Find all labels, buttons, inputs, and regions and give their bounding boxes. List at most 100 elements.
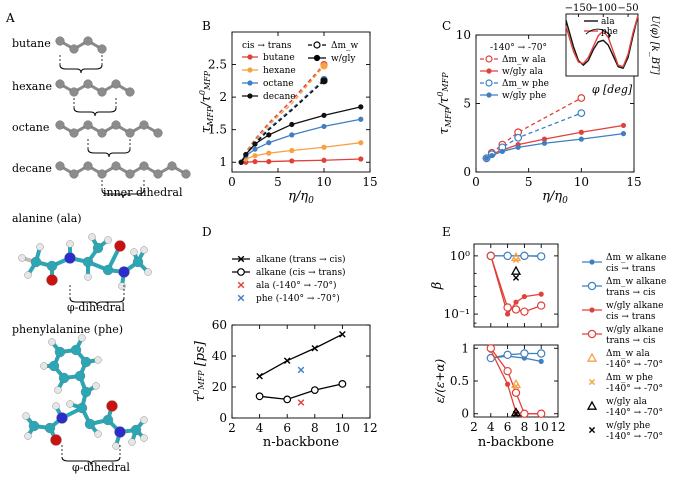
molecule-atom (56, 412, 68, 424)
phi-dihedral-label-phe: φ-dihedral (72, 461, 130, 474)
dashed-point-hexane (320, 62, 328, 70)
series-decane (240, 106, 361, 163)
dashed-point-decane (320, 77, 328, 85)
carbon-atom (97, 44, 107, 54)
panel-label-b: B (202, 19, 211, 33)
point-hexane (266, 150, 272, 156)
bottom-point-mw_tc (537, 349, 546, 358)
molecule-atom (92, 382, 100, 390)
point-w/gly ala (578, 129, 584, 135)
x-axis-c-tick-label: 0 (472, 175, 480, 189)
series-alkane (trans → cis) (259, 333, 343, 377)
top-point-gly_tc (511, 305, 521, 314)
legend-label-mw_tc-sub: trans → cis (606, 288, 656, 298)
y-axis-title-d-part: 0 (192, 390, 201, 395)
top-point-mw_phe-stroke (512, 256, 520, 264)
molecule-atom (92, 242, 104, 254)
molecule-atom (66, 400, 74, 408)
y-axis-e-top-tick-label: 10⁻¹ (444, 307, 470, 321)
dihedral-guide (87, 139, 131, 149)
dihedral-brace (69, 297, 125, 307)
point-alkane (trans → cis)-stroke (256, 372, 263, 380)
top-point-gly_ct (521, 293, 528, 300)
bottom-point-mw_phe (512, 383, 520, 390)
legend-label-gly_tc: w/gly alkane (606, 325, 664, 335)
carbon-atom (83, 79, 93, 89)
legend-label-gly_phe-sub: -140° → -70° (606, 432, 663, 442)
molecule-atom (76, 402, 88, 414)
molecule-atom (140, 434, 148, 442)
y-axis-c-tick-label: 10 (456, 28, 471, 42)
carbon-atom (83, 120, 93, 130)
legend-marker-phe (-140° → -70°)-stroke (237, 294, 245, 302)
legend-marker-gly_phe (588, 426, 596, 434)
legend-marker-ala (-140° → -70°)-stroke (237, 281, 245, 289)
point-alkane (cis → trans) (338, 380, 347, 388)
x-axis-d-tick-label: 2 (228, 421, 236, 435)
legend-label-gly_phe: w/gly phe (606, 421, 650, 431)
legend-dot-decane (247, 93, 253, 99)
legend-marker-gly_phe-stroke (588, 426, 596, 434)
molecule-atom (50, 434, 62, 446)
point-octane (358, 116, 364, 122)
molecule-atom (130, 424, 142, 436)
y-axis-title-d-part: [ps] (193, 340, 208, 370)
dihedral-guide (101, 180, 145, 190)
legend-marker-ala (-140° → -70°) (237, 281, 245, 289)
y-axis-b-tick-label: 1.5 (208, 123, 227, 137)
point-w/gly phe (499, 148, 505, 155)
molecule-atom (28, 420, 40, 432)
point-alkane (trans → cis)-stroke (311, 344, 319, 352)
point-w/gly ala (620, 122, 627, 129)
legend-style-dashed-marker (313, 41, 321, 49)
legend-marker-Δm_w ala (485, 55, 493, 63)
panel-label-e: E (442, 225, 451, 239)
molecule-atom (54, 346, 66, 358)
legend-dot-octane (247, 80, 253, 86)
x-axis-e-tick-label: 12 (550, 420, 565, 434)
inset-tick-label: −100 (590, 3, 617, 14)
molecule-atom (130, 248, 138, 256)
legend-marker-mw_ala (586, 352, 598, 362)
bottom-point-gly_tc (511, 388, 521, 397)
y-axis-d-tick-label: 60 (212, 318, 227, 332)
dihedral-brace (87, 148, 131, 158)
y-axis-d-tick-label: 40 (212, 349, 227, 363)
carbon-atom (139, 161, 149, 171)
point-butane (266, 158, 272, 165)
x-axis-d-tick-label: 12 (362, 421, 377, 435)
carbon-atom (55, 120, 65, 130)
dihedral-brace (61, 456, 121, 466)
carbon-atom (181, 169, 191, 179)
legend-label-gly_tc-sub: trans → cis (606, 336, 656, 346)
point-phe (-140° → -70°)-stroke (297, 366, 305, 374)
molecule-atom (58, 372, 70, 384)
legend-label-phe (-140° → -70°): phe (-140° → -70°) (256, 293, 340, 304)
carbon-atom (97, 87, 107, 97)
point-w/gly phe (541, 140, 548, 146)
alkane-chains: butane hexane octane decane (12, 36, 191, 199)
molecule-atom (82, 256, 94, 268)
y-axis-title-b-part: MFP (203, 70, 212, 91)
top-point-gly_tc (537, 301, 546, 310)
legend-label-mw_ct: Δm_w alkane (606, 253, 666, 263)
legend-label-mw_ct-sub: cis → trans (606, 264, 656, 274)
bottom-point-mw_tc (520, 349, 529, 358)
inset-series-phe (565, 15, 639, 68)
molecule-atom (114, 426, 126, 438)
top-point-gly_phe (512, 274, 520, 281)
y-axis-title-c-part: MFP (441, 72, 450, 93)
carbon-atom (153, 128, 163, 138)
x-axis-e-tick-label: 4 (487, 420, 495, 434)
legend-marker-w/gly phe (486, 92, 492, 98)
top-point-gly_phe-stroke (512, 274, 520, 281)
point-butane (358, 156, 364, 162)
molecule-atom (94, 356, 102, 364)
legend-label-gly_ala-sub: -140° → -70° (606, 408, 663, 418)
molecule-atom (140, 246, 148, 254)
point-butane (289, 158, 295, 164)
plot-frame-b (231, 31, 371, 173)
point-Δm_w ala (577, 94, 586, 102)
point-decane (289, 121, 295, 128)
bottom-point-gly_ct (505, 381, 511, 387)
